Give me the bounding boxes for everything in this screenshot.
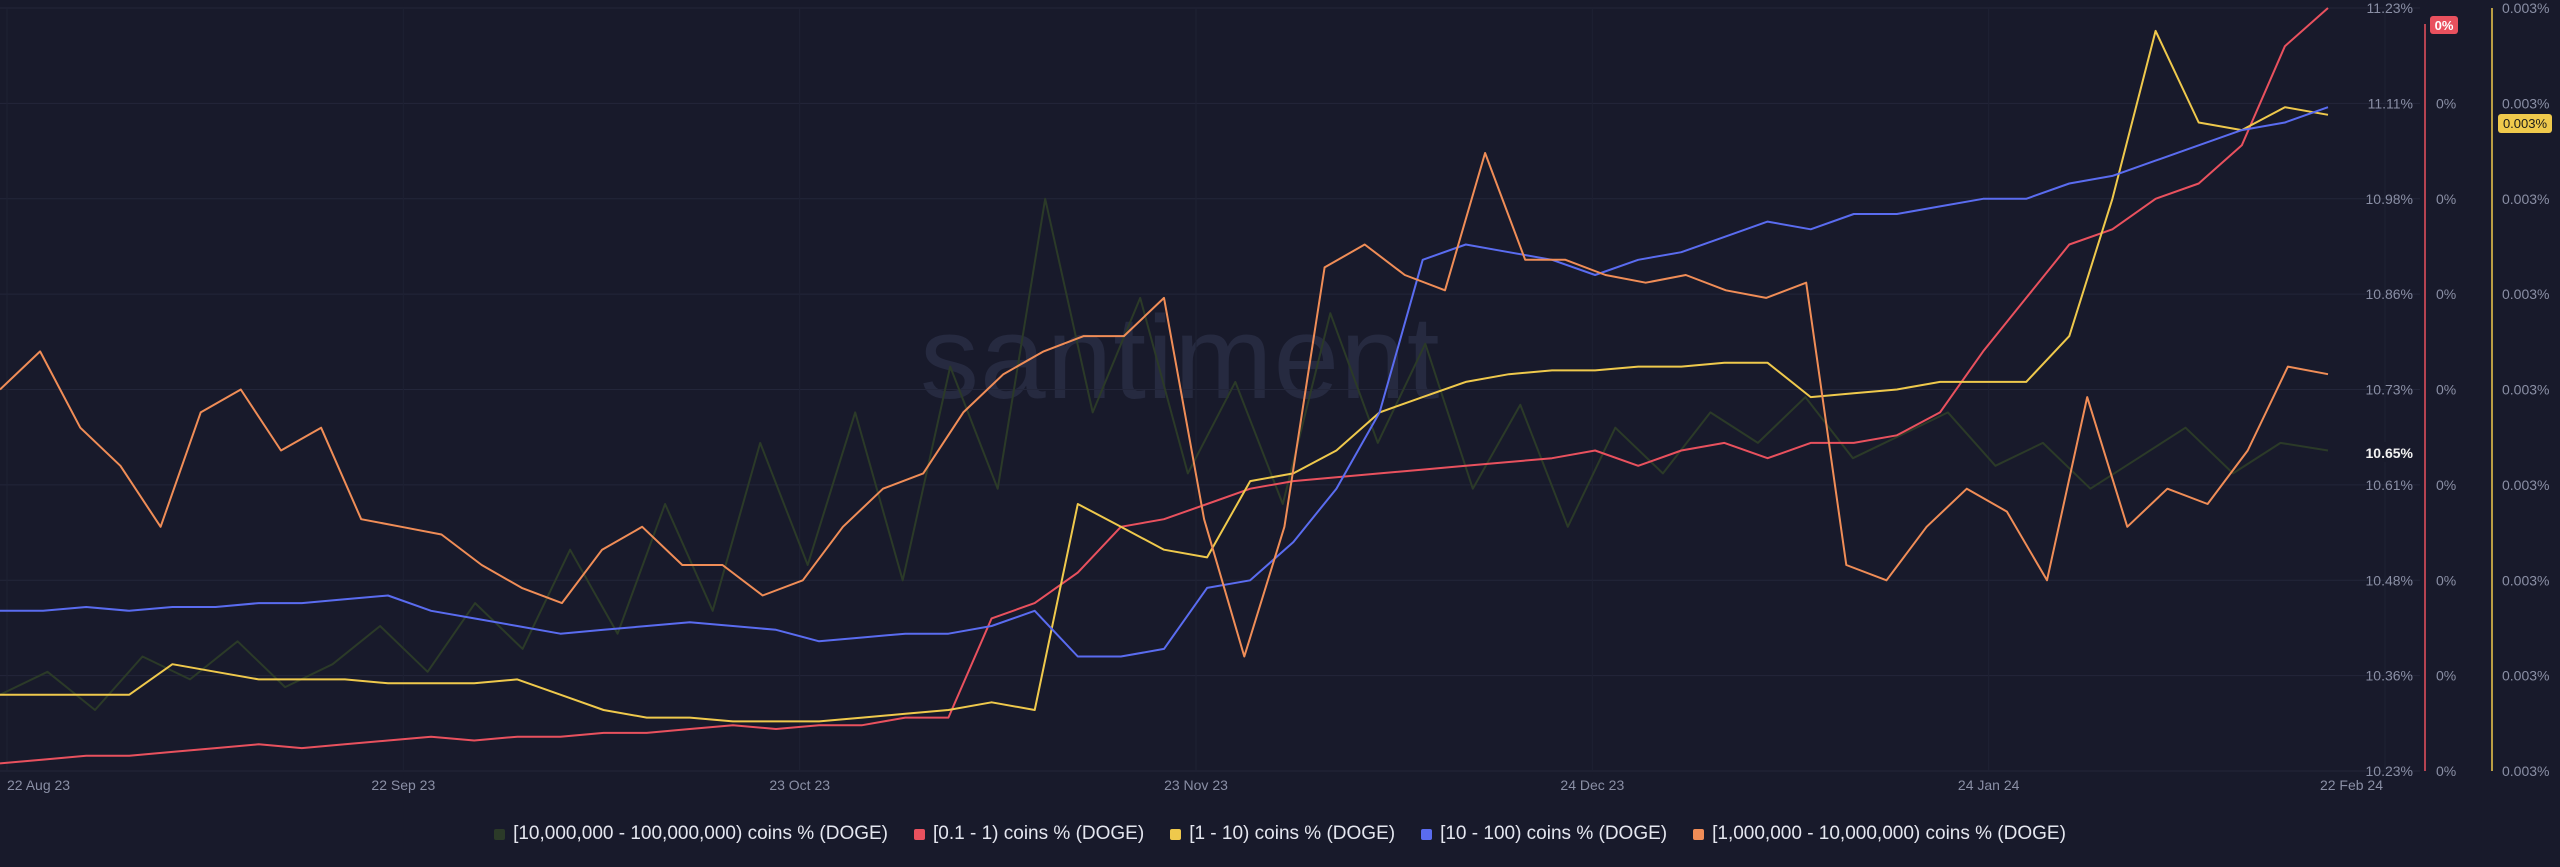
y2-tick-label: 0%: [2436, 477, 2456, 493]
x-tick-label: 22 Aug 23: [7, 777, 70, 793]
y3-tick-label: 0.003%: [2502, 763, 2549, 779]
y2-badge-label: 0%: [2435, 18, 2454, 33]
x-tick-label: 24 Dec 23: [1560, 777, 1624, 793]
legend-item[interactable]: [1 - 10) coins % (DOGE): [1170, 823, 1395, 845]
legend-label: [10,000,000 - 100,000,000) coins % (DOGE…: [513, 823, 889, 844]
y-tick-label: 10.48%: [2366, 572, 2413, 588]
x-tick-label: 22 Sep 23: [371, 777, 435, 793]
y3-tick-label: 0.003%: [2502, 191, 2549, 207]
y-tick-label: 10.61%: [2366, 477, 2413, 493]
legend-label: [10 - 100) coins % (DOGE): [1440, 823, 1668, 844]
legend-swatch: [494, 828, 506, 840]
y3-tick-label: 0.003%: [2502, 668, 2549, 684]
y2-tick-label: 0%: [2436, 763, 2456, 779]
y-axis-primary: 11.23% 11.11% 10.98% 10.86% 10.73% 10.61% 10.4…: [2364, 0, 2416, 779]
y2-badge: [2430, 16, 2458, 34]
y2-tick-label: 0%: [2436, 668, 2456, 684]
y2-tick-label: 0%: [2436, 286, 2456, 302]
x-tick-label: 24 Jan 24: [1958, 777, 2020, 793]
x-axis: 22 Aug 23 22 Sep 23 23 Oct 23 23 Nov 23 24 D…: [7, 777, 2383, 793]
y3-tick-label: 0.003%: [2502, 95, 2549, 111]
series-line: [0, 197, 2329, 711]
x-tick-label: 22 Feb 24: [2320, 777, 2383, 793]
legend-label: [0.1 - 1) coins % (DOGE): [933, 823, 1145, 844]
y3-tick-label: 0.003%: [2502, 477, 2549, 493]
legend-swatch: [1421, 828, 1433, 840]
grid-lines: [0, 7, 2420, 772]
current-value-badge: [2364, 442, 2416, 462]
legend-item[interactable]: [1,000,000 - 10,000,000) coins % (DOGE): [1693, 823, 2066, 845]
y-tick-label: 10.23%: [2366, 763, 2413, 779]
y2-tick-label: 0%: [2436, 382, 2456, 398]
legend-item[interactable]: [10 - 100) coins % (DOGE): [1421, 823, 1667, 845]
y-tick-label: 10.86%: [2366, 286, 2413, 302]
y3-tick-label: 0.003%: [2502, 0, 2549, 16]
y2-tick-label: 0%: [2436, 191, 2456, 207]
y3-badge: [2498, 114, 2552, 133]
y-tick-label: 11.23%: [2367, 0, 2413, 16]
x-tick-label: 23 Nov 23: [1164, 777, 1228, 793]
legend-item[interactable]: [10,000,000 - 100,000,000) coins % (DOGE…: [494, 823, 888, 845]
y3-badge-label: 0.003%: [2503, 116, 2548, 131]
legend-swatch: [914, 828, 926, 840]
y2-tick-label: 0%: [2436, 95, 2456, 111]
legend-swatch: [1170, 828, 1182, 840]
y-tick-label: 11.11%: [2368, 95, 2413, 111]
current-value-label: 10.65%: [2366, 445, 2414, 461]
legend-swatch: [1693, 828, 1705, 840]
y-tick-label: 10.98%: [2366, 191, 2413, 207]
series-line: [0, 29, 2329, 723]
santiment-watermark: santiment: [920, 292, 1441, 424]
y3-tick-label: 0.003%: [2502, 286, 2549, 302]
y-tick-label: 10.36%: [2366, 668, 2413, 684]
legend-label: [1,000,000 - 10,000,000) coins % (DOGE): [1712, 823, 2066, 844]
series-lines: [0, 7, 2329, 765]
series-line: [0, 7, 2329, 765]
legend-item[interactable]: [0.1 - 1) coins % (DOGE): [914, 823, 1144, 845]
y2-tick-label: 0%: [2436, 572, 2456, 588]
series-line: [0, 106, 2329, 658]
y3-tick-label: 0.003%: [2502, 572, 2549, 588]
legend-label: [1 - 10) coins % (DOGE): [1189, 823, 1396, 844]
chart-legend: [10,000,000 - 100,000,000) coins % (DOGE…: [0, 818, 2560, 850]
y-tick-label: 10.73%: [2366, 382, 2413, 398]
y-axis-tertiary: 0.003% 0.003% 0.003% 0.003% 0.003% 0.003% 0.00…: [2491, 0, 2552, 779]
series-line: [0, 152, 2329, 658]
y-axis-secondary: 0% 0% 0% 0% 0% 0% 0% 0% 0%: [2424, 16, 2458, 779]
y3-tick-label: 0.003%: [2502, 382, 2549, 398]
x-tick-label: 23 Oct 23: [769, 777, 830, 793]
